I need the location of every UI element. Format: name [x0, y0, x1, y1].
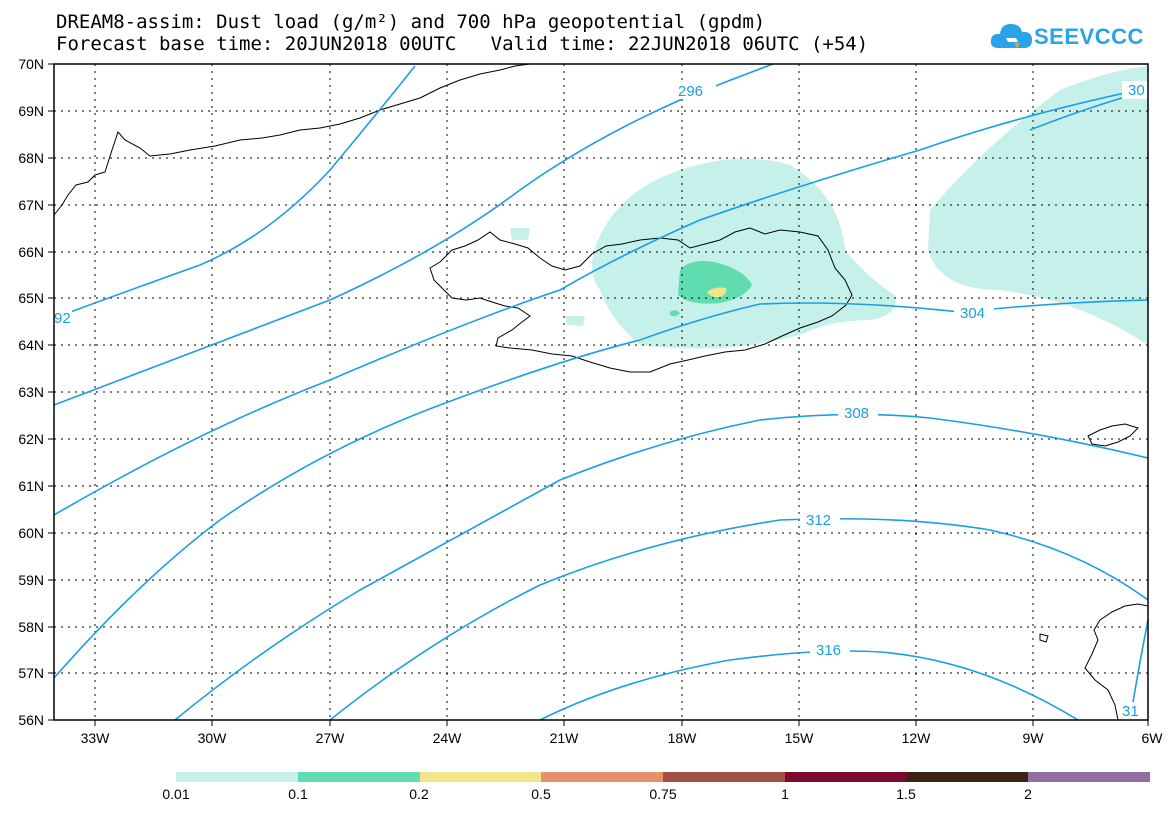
contour-label-300: 30 — [1128, 82, 1145, 99]
contour-label-312: 312 — [806, 512, 831, 529]
lat-label: 65N — [18, 290, 44, 306]
lat-label: 59N — [18, 572, 44, 588]
greenland-coast — [53, 63, 531, 216]
lat-label: 60N — [18, 525, 44, 541]
dust-area-sw — [565, 316, 585, 326]
lat-label: 66N — [18, 244, 44, 260]
contour-300 — [53, 87, 1149, 516]
seevccc-logo: SEEVCCC — [990, 18, 1143, 58]
dust-area-iceland — [591, 158, 896, 349]
lon-label: 27W — [316, 730, 346, 746]
contour-316 — [539, 650, 1079, 721]
coastlines — [53, 63, 1149, 721]
map-subtitle: Forecast base time: 20JUN2018 00UTC Vali… — [56, 33, 869, 55]
logo-text: SEEVCCC — [1034, 24, 1144, 49]
lon-label: 6W — [1142, 730, 1164, 746]
lon-label: 12W — [902, 730, 932, 746]
map-title: DREAM8-assim: Dust load (g/m²) and 700 h… — [56, 11, 766, 33]
lon-label: 21W — [550, 730, 580, 746]
legend-swatch — [663, 772, 785, 782]
tick-marks — [48, 63, 1149, 726]
dust-high — [707, 287, 727, 298]
dust-shading — [510, 66, 1148, 349]
lat-label: 70N — [18, 56, 44, 72]
contour-312 — [329, 517, 1149, 721]
scotland-coast — [1084, 603, 1149, 721]
dust-area-west — [510, 228, 530, 240]
cloud-icon — [990, 24, 1032, 48]
lon-label: 24W — [433, 730, 463, 746]
legend-label: 2 — [1024, 786, 1032, 802]
lat-label: 67N — [18, 197, 44, 213]
lon-label: 18W — [668, 730, 698, 746]
contour-304 — [53, 299, 1149, 679]
contour-labels: 296 30 92 304 308 312 316 31 — [54, 81, 1148, 720]
lat-label: 62N — [18, 431, 44, 447]
legend-label: 0.5 — [531, 786, 551, 802]
lat-label: 69N — [18, 103, 44, 119]
legend-swatch — [784, 772, 907, 782]
contour-292-west — [53, 65, 416, 319]
scotland-isles — [1039, 633, 1049, 643]
geopotential-contours — [53, 63, 1149, 721]
lat-label: 68N — [18, 150, 44, 166]
legend-swatch — [297, 772, 420, 782]
contour-label-292: 92 — [54, 310, 71, 327]
legend-label: 0.01 — [162, 786, 190, 802]
legend-swatch — [906, 772, 1029, 782]
contour-label-296: 296 — [678, 83, 703, 100]
contour-label-316: 316 — [816, 642, 841, 659]
contour-label-304: 304 — [960, 305, 985, 322]
legend-label: 0.2 — [409, 786, 429, 802]
legend-label: 1 — [781, 786, 789, 802]
longitude-labels: 33W 30W 27W 24W 21W 18W 15W 12W 9W 6W — [81, 730, 1164, 746]
legend-label: 0.1 — [288, 786, 308, 802]
lat-label: 61N — [18, 478, 44, 494]
contour-308 — [174, 413, 1149, 721]
faroe-coast — [1087, 423, 1139, 447]
contour-label-308: 308 — [844, 405, 869, 422]
lon-label: 9W — [1023, 730, 1045, 746]
lon-label: 30W — [198, 730, 228, 746]
lat-label: 63N — [18, 384, 44, 400]
lon-label: 15W — [785, 730, 815, 746]
lat-label: 64N — [18, 337, 44, 353]
dust-mid-small — [670, 310, 680, 317]
contour-label-31: 31 — [1122, 703, 1139, 720]
lat-label: 56N — [18, 712, 44, 728]
legend-label: 0.75 — [649, 786, 677, 802]
lat-label: 58N — [18, 619, 44, 635]
legend-swatch — [541, 772, 663, 782]
legend-colorbar — [176, 772, 1150, 782]
legend-label: 1.5 — [896, 786, 916, 802]
legend-swatch — [1028, 772, 1150, 782]
iceland-coast — [429, 227, 853, 373]
lat-label: 57N — [18, 665, 44, 681]
dust-area-east — [928, 66, 1148, 345]
latitude-labels: 70N 69N 68N 67N 66N 65N 64N 63N 62N 61N … — [18, 56, 44, 728]
contour-296 — [53, 63, 774, 406]
lon-label: 33W — [81, 730, 111, 746]
dust-mid — [678, 261, 752, 304]
legend-swatch — [176, 772, 298, 782]
legend-swatch — [419, 772, 542, 782]
